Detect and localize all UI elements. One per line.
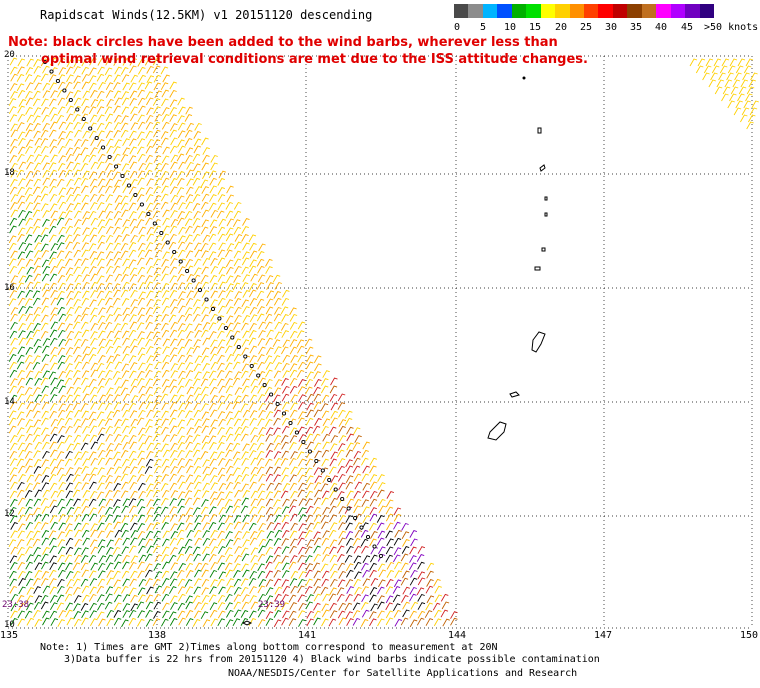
attitude-note-line2: optimal wind retrieval conditions are me… — [41, 52, 588, 67]
legend-label: 0 — [454, 22, 461, 33]
legend-swatch — [598, 4, 614, 18]
credit-line: NOAA/NESDIS/Center for Satellite Applica… — [228, 668, 578, 679]
legend-label: 40 — [655, 22, 668, 33]
legend-swatch — [641, 4, 657, 18]
legend-label: 35 — [630, 22, 643, 33]
wind-barbs — [8, 57, 759, 628]
island-outline — [544, 196, 548, 201]
legend-swatch — [685, 4, 701, 18]
legend-swatch — [555, 4, 571, 18]
lon-label-141: 141 — [298, 630, 317, 641]
legend-swatch — [468, 4, 484, 18]
lon-label-144: 144 — [448, 630, 467, 641]
island-outline — [509, 391, 520, 398]
legend-swatch — [497, 4, 513, 18]
map-title: Rapidscat Winds(12.5KM) v1 20151120 desc… — [40, 8, 373, 22]
island-outline — [541, 247, 546, 252]
island-outline — [531, 331, 546, 353]
lat-label-18: 18 — [4, 168, 15, 178]
legend-swatch — [482, 4, 498, 18]
lat-label-20: 20 — [4, 50, 15, 60]
legend-label: 20 — [555, 22, 568, 33]
lat-label-12: 12 — [4, 509, 15, 519]
legend-swatch — [511, 4, 527, 18]
legend-label: 25 — [580, 22, 593, 33]
lat-label-16: 16 — [4, 283, 15, 293]
legend-label: 5 — [480, 22, 487, 33]
island-outlines — [241, 76, 548, 626]
legend-swatch — [627, 4, 643, 18]
legend-label: 30 — [605, 22, 618, 33]
lon-label-147: 147 — [594, 630, 613, 641]
lat-label-10: 10 — [4, 620, 15, 630]
legend-label: 15 — [529, 22, 542, 33]
legend-swatch — [670, 4, 686, 18]
lon-label-138: 138 — [148, 630, 167, 641]
legend-swatch — [584, 4, 599, 18]
attitude-note-line1: Note: black circles have been added to t… — [8, 35, 558, 50]
legend-label: 45 — [681, 22, 694, 33]
legend-swatch — [454, 4, 469, 18]
island-outline — [537, 127, 542, 134]
time-label-center: 23:39 — [258, 600, 286, 610]
island-outline — [241, 620, 253, 626]
legend-label: >50 knots — [704, 22, 759, 33]
legend-swatch — [656, 4, 672, 18]
lon-label-135: 135 — [0, 630, 19, 641]
legend-swatch — [612, 4, 628, 18]
time-label-left: 23:38 — [2, 600, 30, 610]
legend-swatch — [526, 4, 542, 18]
lat-lon-grid — [7, 55, 753, 629]
lat-label-14: 14 — [4, 397, 15, 407]
footnote-line1: Note: 1) Times are GMT 2)Times along bot… — [40, 642, 498, 653]
legend-swatch — [569, 4, 585, 18]
attitude-note: Note: black circles have been added to t… — [8, 34, 588, 68]
island-outline — [522, 76, 526, 80]
legend-swatch — [699, 4, 715, 18]
lon-label-150: 150 — [740, 630, 759, 641]
island-outline — [544, 212, 548, 217]
contamination-circles — [42, 59, 383, 559]
legend-label: 10 — [504, 22, 517, 33]
island-outline — [534, 266, 541, 271]
island-outline — [539, 164, 546, 172]
legend-swatch — [540, 4, 556, 18]
island-outline — [487, 421, 507, 441]
footnote-line2: 3)Data buffer is 22 hrs from 20151120 4)… — [64, 654, 600, 665]
